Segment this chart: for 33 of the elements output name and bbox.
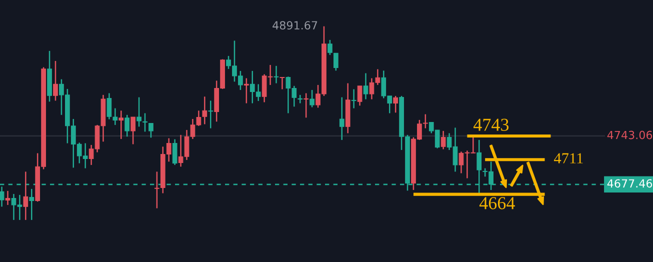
candlestick — [5, 190, 10, 206]
candlestick — [29, 188, 34, 221]
candlestick — [333, 52, 338, 72]
series-label: 4743 — [473, 118, 509, 131]
candlestick — [440, 130, 446, 150]
candlestick — [274, 65, 279, 84]
candlestick — [142, 112, 148, 132]
candlestick — [328, 39, 332, 56]
candlestick — [148, 122, 154, 138]
candlestick — [23, 171, 28, 221]
candlestick — [363, 72, 368, 100]
candlestick — [244, 78, 249, 104]
ref-line-label: 4743.06 — [607, 130, 652, 140]
candlestick — [154, 171, 160, 209]
candlestick — [393, 95, 398, 114]
candlestick — [208, 100, 214, 129]
candlestick — [357, 85, 362, 106]
candlestick — [280, 76, 285, 90]
candlestick — [351, 88, 356, 109]
candlestick — [124, 114, 130, 138]
candlestick — [304, 92, 309, 118]
annotation: 4891.67 — [272, 21, 318, 30]
candlestick — [53, 60, 58, 102]
candlestick — [310, 89, 314, 108]
ref-line-label: 4677.46 — [607, 179, 652, 188]
candlestick — [202, 96, 208, 125]
candlestick — [136, 96, 142, 128]
legend-label: 4664 — [479, 197, 515, 210]
candlestick — [339, 96, 344, 141]
series-label: 4711 — [554, 153, 583, 164]
candlestick — [118, 110, 124, 140]
candlestick — [172, 138, 178, 166]
candlestick — [130, 116, 136, 145]
